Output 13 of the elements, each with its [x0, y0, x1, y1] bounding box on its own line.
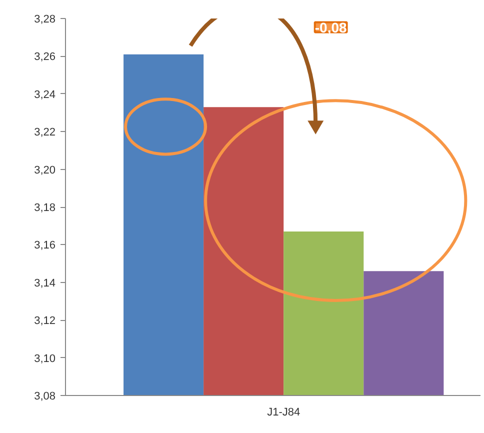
y-tick-label: 3,24	[34, 88, 56, 101]
y-tick-label: 3,20	[34, 164, 56, 176]
y-tick-label: 3,16	[34, 240, 56, 252]
y-tick-label: 3,12	[34, 315, 56, 328]
y-tick-label: 3,10	[34, 352, 56, 365]
y-tick-label: 3,22	[34, 126, 56, 139]
y-tick-label: 3,26	[34, 51, 56, 64]
annotation: -0,08	[314, 19, 347, 36]
y-tick-label: 3,14	[34, 277, 56, 290]
x-tick-label: J1-J84	[267, 406, 300, 418]
y-tick-label: 3,08	[34, 390, 56, 402]
y-tick-label: 3,28	[34, 14, 56, 26]
y-tick-label: 3,18	[34, 202, 56, 214]
